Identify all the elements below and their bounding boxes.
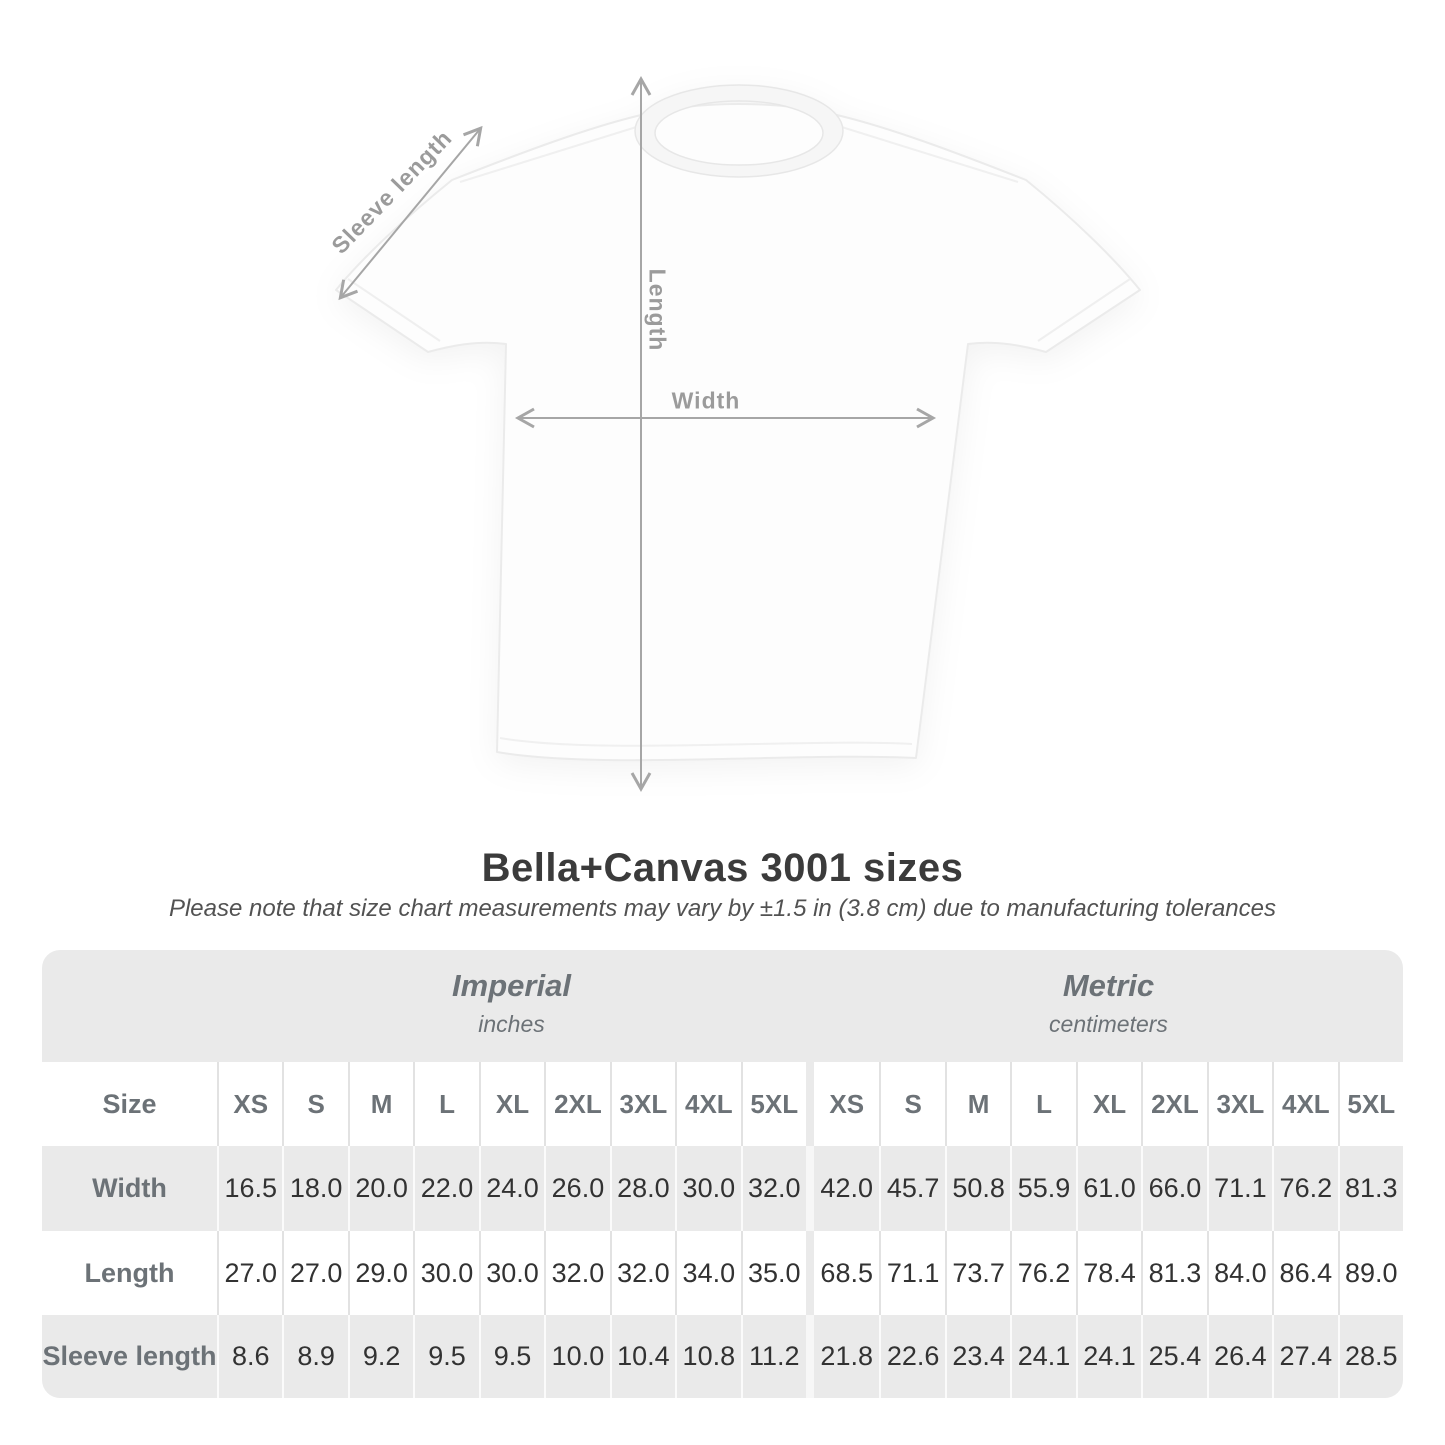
width-value: 30.0 (675, 1146, 741, 1231)
width-value: 76.2 (1272, 1146, 1338, 1231)
sleeve-length-value: 21.8 (813, 1315, 880, 1398)
sleeve-length-value: 10.8 (675, 1315, 741, 1398)
length-row-label: Length (42, 1231, 217, 1315)
size-col-header: XL (1075, 1062, 1142, 1146)
size-col-header: XS (813, 1062, 880, 1146)
sleeve-length-value: 24.1 (1010, 1315, 1076, 1398)
sleeve-length-value: 9.5 (478, 1315, 545, 1398)
size-col-header: 3XL (609, 1062, 676, 1146)
size-col-header: 4XL (1272, 1062, 1338, 1146)
tshirt-diagram: Sleeve length Length Width (326, 75, 1141, 793)
width-value: 42.0 (813, 1146, 880, 1231)
sleeve-length-value: 28.5 (1337, 1315, 1403, 1398)
length-value: 27.0 (282, 1231, 348, 1315)
length-value: 89.0 (1337, 1231, 1403, 1315)
tshirt-silhouette (335, 84, 1141, 762)
width-value: 20.0 (347, 1146, 414, 1231)
length-value: 68.5 (813, 1231, 880, 1315)
length-value: 32.0 (544, 1231, 610, 1315)
size-col-header: 5XL (1337, 1062, 1403, 1146)
length-value: 78.4 (1075, 1231, 1142, 1315)
width-value: 26.0 (544, 1146, 610, 1231)
table-corner-spacer (42, 950, 217, 1062)
size-col-header: 2XL (1141, 1062, 1207, 1146)
sleeve-length-value: 25.4 (1141, 1315, 1207, 1398)
length-value: 73.7 (944, 1231, 1011, 1315)
sleeve-length-value: 23.4 (944, 1315, 1011, 1398)
size-col-header: 5XL (740, 1062, 806, 1146)
size-col-header: S (879, 1062, 945, 1146)
length-value: 35.0 (740, 1231, 806, 1315)
sleeve-length-value: 26.4 (1206, 1315, 1273, 1398)
size-col-header: S (282, 1062, 348, 1146)
page-title: Bella+Canvas 3001 sizes (481, 846, 964, 890)
metric-label: Metric (1062, 968, 1155, 1003)
sleeve-length-arrow (338, 125, 483, 301)
sleeve-length-value: 10.4 (609, 1315, 676, 1398)
size-col-header: M (347, 1062, 414, 1146)
width-value: 18.0 (282, 1146, 348, 1231)
section-divider (805, 1062, 814, 1146)
length-label: Length (644, 268, 671, 352)
size-col-header: XL (478, 1062, 545, 1146)
width-value: 16.5 (217, 1146, 283, 1231)
width-value: 61.0 (1075, 1146, 1142, 1231)
tolerance-note: Please note that size chart measurements… (168, 895, 1277, 922)
length-value: 84.0 (1206, 1231, 1273, 1315)
metric-section-header: Metric centimeters (813, 950, 1403, 1062)
metric-unit-label: centimeters (1049, 1011, 1168, 1037)
tshirt-graphic (335, 75, 1141, 793)
size-col-header: M (944, 1062, 1011, 1146)
width-value: 55.9 (1010, 1146, 1076, 1231)
section-divider-band (805, 950, 814, 1062)
width-value: 81.3 (1337, 1146, 1403, 1231)
size-col-header: 2XL (544, 1062, 610, 1146)
width-value: 28.0 (609, 1146, 676, 1231)
imperial-unit-label: inches (478, 1011, 545, 1037)
sleeve-length-value: 10.0 (544, 1315, 610, 1398)
size-table: Imperial inches Metric centimeters Size X… (42, 950, 1403, 1398)
size-col-header: 3XL (1206, 1062, 1273, 1146)
caption-block: Bella+Canvas 3001 sizes Please note that… (0, 846, 1445, 924)
width-value: 22.0 (413, 1146, 479, 1231)
size-col-header: 4XL (675, 1062, 741, 1146)
length-value: 34.0 (675, 1231, 741, 1315)
width-value: 50.8 (944, 1146, 1011, 1231)
size-col-header: XS (217, 1062, 283, 1146)
length-value: 30.0 (413, 1231, 479, 1315)
width-value: 66.0 (1141, 1146, 1207, 1231)
width-value: 24.0 (478, 1146, 545, 1231)
size-col-header: L (1010, 1062, 1076, 1146)
sleeve-length-value: 22.6 (879, 1315, 945, 1398)
width-row-label: Width (42, 1146, 217, 1231)
size-col-header: L (413, 1062, 479, 1146)
sleeve-length-value: 8.9 (282, 1315, 348, 1398)
sleeve-length-value: 9.2 (347, 1315, 414, 1398)
length-value: 71.1 (879, 1231, 945, 1315)
width-label: Width (671, 387, 741, 414)
sleeve-length-value: 27.4 (1272, 1315, 1338, 1398)
sleeve-length-value: 11.2 (740, 1315, 806, 1398)
sleeve-length-row-label: Sleeve length (42, 1315, 217, 1398)
section-divider (805, 1315, 814, 1398)
size-row-label: Size (42, 1062, 217, 1146)
width-value: 45.7 (879, 1146, 945, 1231)
imperial-section-header: Imperial inches (217, 950, 806, 1062)
sleeve-length-value: 9.5 (413, 1315, 479, 1398)
length-value: 29.0 (347, 1231, 414, 1315)
length-value: 27.0 (217, 1231, 283, 1315)
length-value: 76.2 (1010, 1231, 1076, 1315)
section-divider (805, 1146, 814, 1231)
length-value: 32.0 (609, 1231, 676, 1315)
section-divider (805, 1231, 814, 1315)
imperial-label: Imperial (452, 968, 571, 1003)
length-value: 30.0 (478, 1231, 545, 1315)
width-value: 71.1 (1206, 1146, 1273, 1231)
sleeve-length-value: 24.1 (1075, 1315, 1142, 1398)
length-value: 81.3 (1141, 1231, 1207, 1315)
sleeve-length-value: 8.6 (217, 1315, 283, 1398)
length-value: 86.4 (1272, 1231, 1338, 1315)
width-value: 32.0 (740, 1146, 806, 1231)
